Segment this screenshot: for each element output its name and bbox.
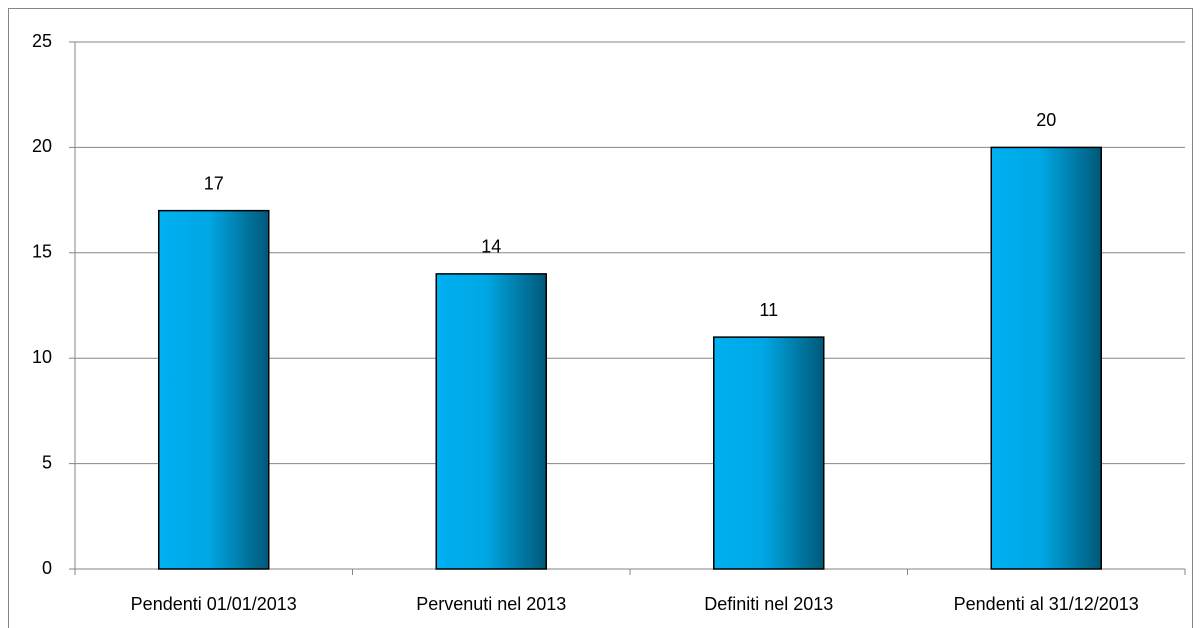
bar-shade (158, 209, 270, 570)
y-tick-label: 20 (32, 136, 52, 156)
x-tick-label: Definiti nel 2013 (704, 594, 833, 614)
y-tick-label: 0 (42, 558, 52, 578)
data-label: 14 (481, 237, 501, 257)
y-tick-label: 5 (42, 452, 52, 472)
bar-shade (990, 146, 1102, 570)
data-label: 17 (204, 173, 224, 193)
chart-frame (8, 8, 1193, 628)
x-tick-label: Pervenuti nel 2013 (416, 594, 566, 614)
data-label: 20 (1036, 110, 1056, 130)
bar-shade (713, 336, 825, 570)
y-tick-label: 10 (32, 347, 52, 367)
x-tick-label: Pendenti 01/01/2013 (131, 594, 297, 614)
bar-shade (435, 273, 547, 570)
y-tick-label: 15 (32, 242, 52, 262)
y-tick-label: 25 (32, 31, 52, 51)
x-tick-label: Pendenti al 31/12/2013 (954, 594, 1139, 614)
data-label: 11 (759, 300, 778, 320)
